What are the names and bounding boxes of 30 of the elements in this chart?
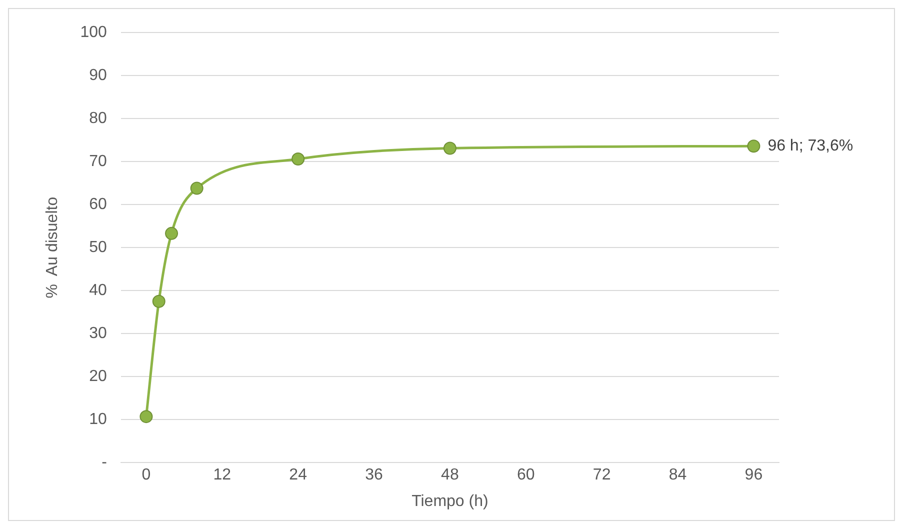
y-tick-label: 80 — [89, 110, 107, 128]
y-tick-label: 70 — [89, 153, 107, 170]
y-tick-label: 30 — [89, 325, 107, 342]
x-tick-label: 96 — [744, 466, 763, 484]
x-axis-title: Tiempo (h) — [412, 492, 488, 510]
y-tick-label: 60 — [89, 196, 107, 214]
x-tick-label: 60 — [516, 466, 535, 484]
annotation: 96 h; 73,6% — [768, 138, 854, 155]
y-tick-label: - — [102, 454, 107, 472]
x-tick-label: 84 — [668, 466, 687, 484]
x-tick-label: 36 — [365, 466, 384, 484]
y-tick-label: 10 — [89, 411, 107, 428]
point — [190, 182, 204, 195]
point — [292, 152, 305, 166]
x-tick-label: 0 — [142, 466, 151, 484]
y-tick-label: 50 — [89, 239, 107, 256]
y-tick-label: 40 — [89, 282, 107, 300]
y-axis-title: % Au disuelto — [44, 196, 62, 298]
x-tick-label: 48 — [441, 466, 459, 484]
point — [443, 142, 456, 155]
y-tick-label: 90 — [89, 67, 107, 84]
x-tick-label: 24 — [289, 466, 308, 484]
point — [140, 410, 153, 424]
point — [747, 140, 760, 153]
y-tick-label: 20 — [89, 368, 107, 386]
point — [165, 226, 178, 240]
x-tick-label: 72 — [592, 466, 611, 484]
y-tick-label: 100 — [80, 24, 107, 42]
x-tick-label: 12 — [213, 466, 232, 484]
point — [152, 294, 166, 308]
